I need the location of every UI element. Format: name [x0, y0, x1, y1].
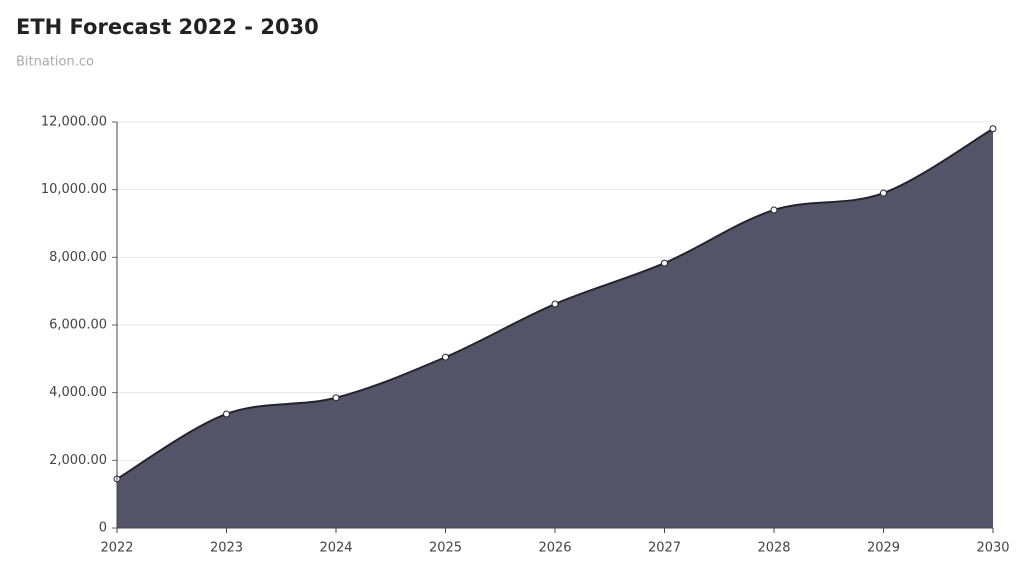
y-tick-label: 0 [99, 521, 107, 536]
point [661, 259, 668, 267]
area [117, 128, 993, 528]
point [880, 189, 887, 197]
x-tick-label: 2026 [538, 541, 571, 556]
chart-subtitle: Bitnation.co [16, 55, 94, 70]
x-tick-label: 2025 [429, 541, 462, 556]
y-tick-label: 12,000.00 [41, 115, 107, 130]
x-tick-label: 2024 [319, 541, 352, 556]
point [770, 206, 778, 214]
y-tick-label: 8,000.00 [49, 250, 107, 265]
y-tick-label: 6,000.00 [49, 318, 107, 333]
point [442, 353, 449, 361]
point [332, 394, 340, 402]
y-tick-label: 2,000.00 [49, 453, 107, 468]
chart-title: ETH Forecast 2022 - 2030 [16, 15, 319, 39]
x-tick-label: 2023 [210, 541, 243, 556]
y-tick-label: 4,000.00 [49, 385, 107, 400]
point [989, 125, 997, 133]
y-tick-label: 10,000.00 [41, 182, 107, 197]
x-tick-label: 2027 [648, 541, 681, 556]
x-tick-label: 2028 [757, 541, 790, 556]
x-tick-label: 2030 [976, 541, 1009, 556]
x-tick-label: 2022 [100, 541, 133, 556]
point [551, 300, 559, 308]
x-tick-label: 2029 [867, 541, 900, 556]
point [223, 410, 230, 418]
